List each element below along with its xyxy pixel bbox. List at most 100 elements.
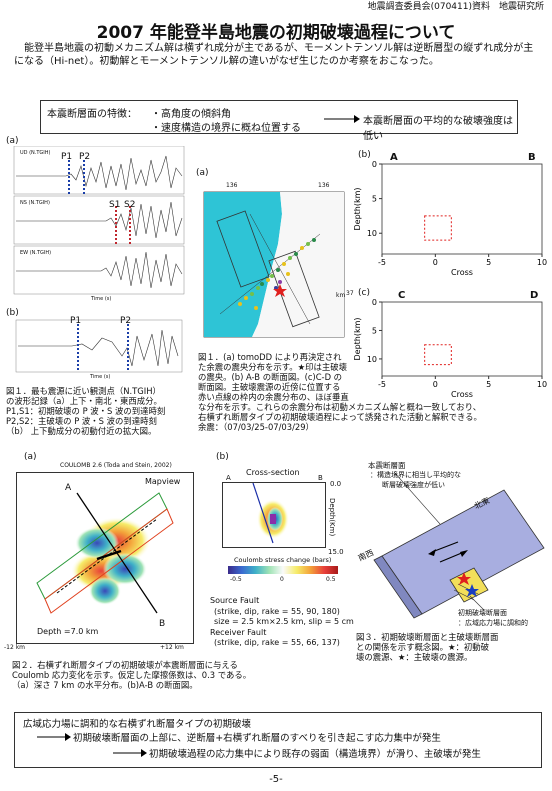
fig3-caption: 図３．初期破壊断層面と主破壊断層面 との関係を示す概念図。★：初動破 壊の震源、… xyxy=(356,632,550,662)
coulomb-title: COULOMB 2.6 (Toda and Stein, 2002) xyxy=(60,462,172,469)
source-fault-label: Source Fault xyxy=(210,596,260,605)
x-tick-label: 0 xyxy=(433,258,438,267)
coulomb-map-svg xyxy=(36,492,174,614)
colorbar-zero: 0 xyxy=(280,576,284,583)
caption-line: 断面図。主破壊震源の近傍に位置する xyxy=(198,382,341,392)
section-d-endpoint: D xyxy=(530,290,539,301)
x-left-label: -12 km xyxy=(4,644,26,651)
coulomb-cross-section xyxy=(222,482,326,548)
caption-line: 図２．右横ずれ断層タイプの初期破壊が本震断層面に与える xyxy=(12,660,238,670)
coulomb-mapview: Mapview A B Depth =7.0 km xyxy=(16,472,194,644)
lon-label-1: 136 xyxy=(226,182,238,189)
map-svg xyxy=(203,191,345,338)
aftershock-map: 136 136 km xyxy=(200,182,348,342)
fig2-panel-a-label: (a) xyxy=(24,452,37,462)
caption-line: Coulomb 応力変化を示す。仮定した摩擦係数は、0.3 である。 xyxy=(12,670,252,680)
x-axis-label: Cross xyxy=(451,268,473,276)
section-b-endpoint: B xyxy=(528,152,536,163)
colorbar-title: Coulomb stress change (bars) xyxy=(234,556,332,564)
trace1-label: UD (N.TGIH) xyxy=(20,150,51,156)
mapview-label: Mapview xyxy=(145,477,181,486)
fig2-panel-b-label: (b) xyxy=(216,452,229,462)
highlight-box xyxy=(424,344,452,366)
cs-a-label: A xyxy=(226,474,231,482)
fig3-svg xyxy=(373,471,545,619)
init-fault-label: 初期破壊断層面 xyxy=(458,609,507,617)
waveform-zoom xyxy=(15,319,183,373)
arrow-icon xyxy=(324,115,360,123)
mapview-b-label: B xyxy=(159,619,166,629)
mapview-a-label: A xyxy=(65,483,72,493)
x-tick-label: -5 xyxy=(378,380,386,389)
lon-label-2: 136 xyxy=(318,182,330,189)
caption-line: 図１．(a) tomoDD により再決定され xyxy=(198,352,342,362)
receiver-fault-label: Receiver Fault xyxy=(210,627,267,637)
caption-line: 壊の震源、★：主破壊の震源。 xyxy=(356,652,473,662)
section-c-endpoint: C xyxy=(398,290,406,301)
p2-label: P2 xyxy=(79,152,91,162)
section-b-label: (b) xyxy=(358,150,371,160)
colorbar-min: -0.5 xyxy=(230,576,242,583)
caption-line: の波形記録（a）上下・南北・東西成分。 xyxy=(6,396,162,406)
summary-line-1: 広域応力場に調和的な右横ずれ断層タイプの初期破壊 xyxy=(23,719,252,730)
time-label-a: Time (s) xyxy=(91,296,112,302)
main-fault-note1: ：構造境界に相当し平均的な xyxy=(370,471,461,479)
x-tick-label: 5 xyxy=(486,380,491,389)
p2-zoom-label: P2 xyxy=(120,316,132,326)
source-size: size = 2.5 km×2.5 km, slip = 5 cm xyxy=(214,617,354,626)
colorbar xyxy=(228,566,338,574)
p1-label: P1 xyxy=(61,152,73,162)
fig1-panel-b-label: (b) xyxy=(6,308,19,318)
summary-box: 広域応力場に調和的な右横ずれ断層タイプの初期破壊 初期破壊断層面の上部に、逆断層… xyxy=(14,712,542,768)
receiver-params: (strike, dip, rake = 55, 66, 137) xyxy=(214,638,340,647)
section-a-endpoint: A xyxy=(390,152,398,163)
y-tick-label: 10 xyxy=(367,355,377,364)
section-c-label: (c) xyxy=(358,288,370,298)
fig2-caption: 図２．右横ずれ断層タイプの初期破壊が本震断層面に与える Coulomb 応力変化… xyxy=(12,660,352,690)
y-axis-label: Depth(km) xyxy=(353,187,362,230)
caption-line: との関係を示す概念図。★：初動破 xyxy=(356,642,490,652)
x-tick-label: -5 xyxy=(378,258,386,267)
map-caption: 図１．(a) tomoDD により再決定され た余震の震央分布を示す。★印は主破… xyxy=(198,352,548,432)
feature-item-1: ・高角度の傾斜角 xyxy=(151,109,231,120)
depth-top-label: 0.0 xyxy=(330,480,342,488)
y-tick-label: 10 xyxy=(367,229,377,238)
caption-line: 赤い点線の枠内の余震分布の、ほぼ垂直 xyxy=(198,392,349,402)
fault-params: Source Fault (strike, dip, rake = 55, 90… xyxy=(210,596,354,649)
feature-result: 本震断層面の平均的な破壊強度は低い xyxy=(363,116,513,142)
s2-label: S2 xyxy=(124,200,136,210)
summary-line-2: 初期破壊断層面の上部に、逆断層+右横ずれ断層のすべりを引き起こす応力集中が発生 xyxy=(73,733,441,744)
depth-label: Depth =7.0 km xyxy=(37,627,99,636)
cross-section-c: -5 0 5 10 0 5 10 Cross Depth(km) xyxy=(352,298,548,399)
highlight-box xyxy=(424,215,452,241)
y-axis-label: Depth(km) xyxy=(353,317,362,360)
plot-frame xyxy=(381,163,543,255)
fig1-zoom: P1 P2 Time (s) xyxy=(12,316,186,382)
depth-axis-label: Depth(Km) xyxy=(328,498,336,537)
x-tick-label: 5 xyxy=(486,258,491,267)
lat-label: 37 xyxy=(346,290,354,297)
fig1-panel-a-label: (a) xyxy=(6,136,19,146)
colorbar-max: 0.5 xyxy=(326,576,336,583)
caption-line: （b） 上下動成分の初動付近の拡大図。 xyxy=(6,426,157,436)
plot-frame xyxy=(381,301,543,377)
fig1-waveforms: UD (N.TGIH) NS (N.TGIH) EW (N.TGIH) P1 P… xyxy=(6,145,190,306)
page-title: 2007 年能登半島地震の初期破壊過程について xyxy=(96,23,456,43)
source-params: (strike, dip, rake = 55, 90, 180) xyxy=(214,606,340,616)
caption-line: P1,S1：初期破壊の P 波・S 波の到達時刻 xyxy=(6,406,166,416)
caption-line: （a）深さ 7 km の水平分布。(b)A-B の断面図。 xyxy=(12,680,198,690)
x-tick-label: 0 xyxy=(433,380,438,389)
feature-box: 本震断層面の特徴： ・高角度の傾斜角 ・速度構造の境界に概ね位置する 本震断層面… xyxy=(40,100,518,142)
x-tick-label: 10 xyxy=(537,380,547,389)
fig3-concept: 本震断層面 ：構造境界に相当し平均的な 断層破壊強度が低い 北東 南西 初期破壊… xyxy=(354,460,550,628)
cs-svg xyxy=(252,482,289,544)
main-fault-note2: 断層破壊強度が低い xyxy=(382,481,445,489)
map-panel-a-label: (a) xyxy=(196,168,209,178)
x-axis-label: Cross xyxy=(451,390,473,398)
main-fault-label: 本震断層面 xyxy=(368,461,406,470)
waveform-plot xyxy=(13,145,185,295)
intro-paragraph: 能登半島地震の初動メカニズム解は横ずれ成分が主であるが、モーメントテンソル解は逆… xyxy=(14,43,534,67)
caption-line: の震央。(b) A-B の断面図。(c)C-D の xyxy=(198,372,343,382)
arrow-icon xyxy=(37,733,71,741)
cross-section-c-chart: -5 0 5 10 0 5 10 Cross Depth(km) xyxy=(353,298,547,399)
